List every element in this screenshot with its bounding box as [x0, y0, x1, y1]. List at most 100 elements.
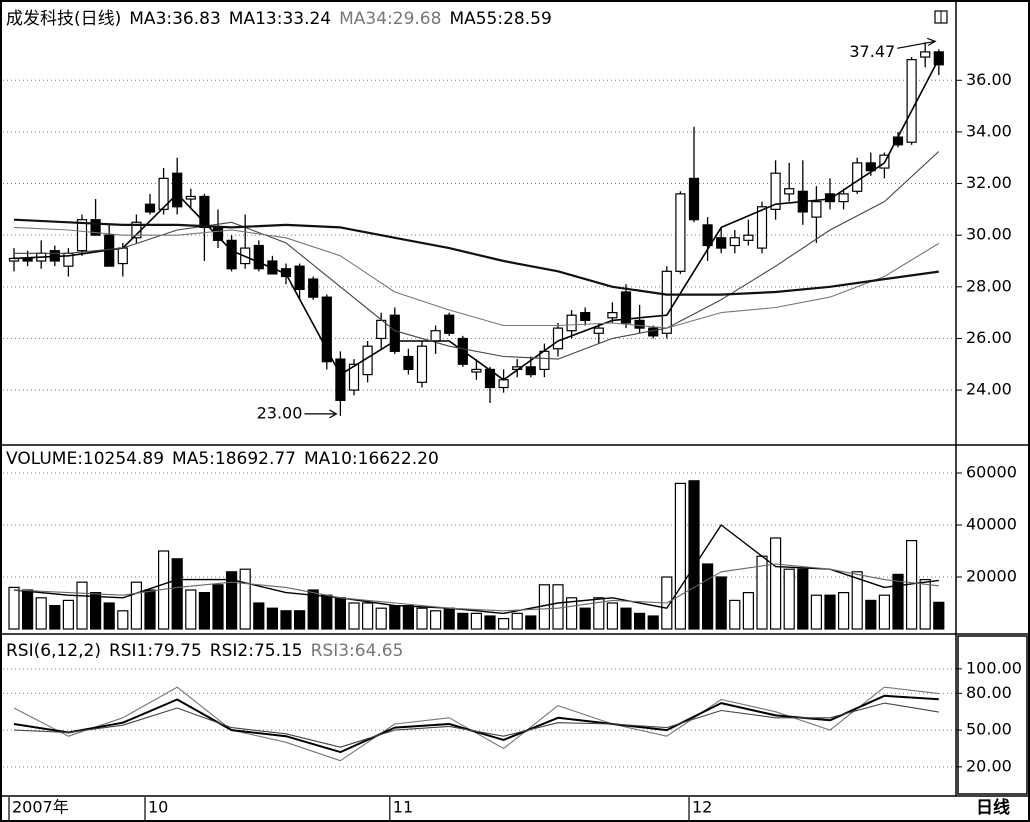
- candle-body: [933, 51, 944, 66]
- volume-bar: [933, 601, 945, 630]
- panel-title: 成发科技(日线): [6, 9, 121, 29]
- indicator-line: [13, 702, 939, 748]
- panel-header: 成发科技(日线) MA3:36.83 MA13:33.24 MA34:29.68 MA5…: [6, 9, 552, 29]
- volume-bar: [198, 591, 210, 630]
- volume-bar: [674, 482, 687, 630]
- y-tick-label: 28.00: [966, 276, 1012, 295]
- candle-body: [22, 257, 33, 262]
- candle-body: [552, 327, 564, 350]
- volume-bar: [171, 558, 183, 630]
- candle-body: [117, 247, 128, 265]
- volume-bar: [253, 602, 265, 630]
- volume-bar: [892, 573, 904, 630]
- annotation-label: 37.47: [849, 42, 895, 61]
- candle-body: [90, 219, 101, 236]
- volume-bar: [185, 589, 197, 630]
- y-tick-label: 32.00: [966, 173, 1012, 192]
- volume-bar: [606, 602, 619, 630]
- candle-body: [430, 330, 441, 342]
- volume-bar: [824, 594, 836, 630]
- volume-bar: [389, 604, 401, 630]
- candle-body: [770, 172, 781, 210]
- volume-bar: [552, 584, 564, 630]
- candle-body: [824, 193, 836, 203]
- candle-body: [321, 296, 332, 363]
- candle-body: [784, 188, 795, 195]
- panel-header: VOLUME:10254.89 MA5:18692.77 MA10:16622.20: [6, 449, 439, 469]
- candle-body: [444, 314, 455, 334]
- y-tick-label: 26.00: [966, 328, 1012, 347]
- candle-body: [294, 265, 305, 290]
- legend-entry: MA10:16622.20: [304, 449, 439, 469]
- candle-body: [76, 219, 88, 252]
- volume-bar: [756, 555, 768, 630]
- candle-body: [172, 172, 183, 208]
- volume-bar: [430, 610, 442, 630]
- volume-bar: [810, 594, 823, 630]
- candle-body: [348, 363, 360, 391]
- candle-body: [525, 366, 536, 376]
- legend-entry: MA3:36.83: [129, 9, 221, 29]
- volume-bar: [144, 589, 156, 630]
- candle-body: [675, 193, 686, 272]
- volume-bar: [62, 599, 75, 630]
- legend-entry: MA13:33.24: [229, 9, 331, 29]
- volume-bar: [130, 581, 142, 630]
- candle-body: [648, 327, 659, 337]
- annotation-label: 23.00: [257, 403, 303, 422]
- volume-bar: [851, 571, 863, 630]
- volume-bar: [565, 597, 578, 630]
- candle-body: [498, 379, 509, 389]
- y-tick-label: 20000: [966, 567, 1017, 586]
- volume-bar: [8, 586, 20, 630]
- y-tick-label: 24.00: [966, 380, 1012, 399]
- date-label: 12: [692, 798, 712, 817]
- volume-bar: [579, 607, 591, 630]
- indicator-line: [13, 694, 939, 754]
- candle-body: [593, 327, 604, 334]
- volume-bar: [729, 599, 741, 630]
- annotation-arrow: [304, 409, 338, 419]
- indicator-line: [13, 58, 940, 381]
- candle-body: [566, 314, 577, 332]
- candle-body: [688, 177, 700, 221]
- candle-body: [920, 51, 931, 58]
- volume-bar: [498, 617, 510, 630]
- period-label: 日线: [976, 797, 1010, 818]
- volume-bar: [470, 612, 482, 630]
- y-tick-label: 100.00: [966, 658, 1022, 677]
- volume-bar: [783, 568, 795, 630]
- candle-body: [661, 270, 672, 334]
- y-tick-label: 50.00: [966, 720, 1012, 739]
- volume-bar: [266, 607, 278, 630]
- candle-body: [811, 201, 822, 218]
- date-label: 11: [393, 798, 413, 817]
- candle-body: [376, 319, 387, 340]
- y-tick-label: 36.00: [966, 70, 1012, 89]
- volume-bar: [103, 602, 115, 630]
- volume-bar: [239, 568, 251, 630]
- volume-bar: [525, 615, 537, 630]
- candle-body: [308, 278, 319, 298]
- candle-body: [199, 195, 210, 229]
- candle-body: [756, 206, 768, 249]
- volume-bar: [226, 571, 238, 630]
- indicator-line: [13, 218, 939, 296]
- volume-bar: [22, 589, 34, 630]
- volume-bar: [348, 602, 360, 630]
- candle-body: [539, 350, 550, 371]
- candle-body: [158, 177, 169, 210]
- candle-body: [403, 355, 414, 371]
- candle-body: [906, 59, 917, 143]
- candle-body: [185, 195, 196, 200]
- volume-bar: [307, 589, 319, 630]
- candle-body: [416, 345, 428, 383]
- volume-bar: [837, 591, 850, 630]
- y-tick-label: 20.00: [966, 756, 1012, 775]
- candle-body: [743, 234, 754, 241]
- volume-bar: [117, 610, 129, 630]
- candle-body: [253, 244, 264, 270]
- volume-bar: [402, 604, 414, 630]
- candle-body: [852, 162, 863, 192]
- legend-entry: MA5:18692.77: [172, 449, 296, 469]
